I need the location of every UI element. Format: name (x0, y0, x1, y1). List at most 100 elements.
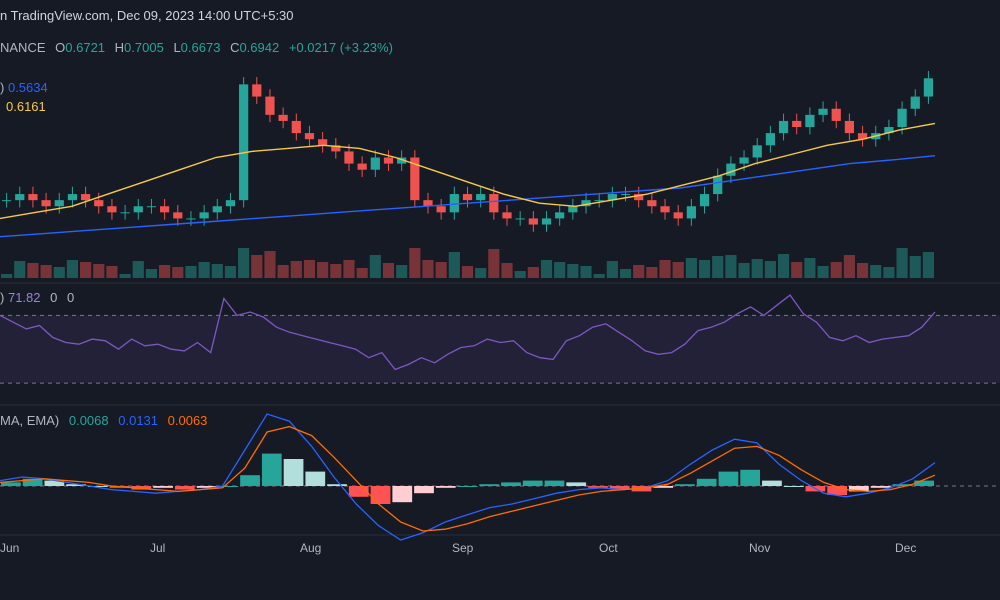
time-axis[interactable]: Jun Jul Aug Sep Oct Nov Dec (0, 541, 916, 555)
macd-histogram-bar (522, 480, 543, 486)
candle-body (581, 200, 591, 207)
volume-bar (14, 261, 26, 278)
candle-body (831, 108, 841, 121)
volume-bar (382, 263, 395, 278)
candle-body (67, 194, 78, 201)
candle-body (278, 114, 288, 121)
low-label: L (173, 40, 181, 55)
volume-bar (369, 255, 381, 278)
volume-bar (145, 269, 158, 278)
volume-bar (751, 259, 763, 278)
macd-hist-value: 0.0068 (68, 413, 109, 428)
candle-body (857, 133, 868, 140)
candle-body (304, 133, 315, 140)
volume-bar (593, 274, 605, 278)
ma-fast-value: 0.6161 (6, 99, 46, 114)
candle-body (844, 120, 855, 134)
candle-body (673, 212, 683, 219)
volume-bar (185, 266, 197, 278)
candle-body (476, 194, 486, 201)
macd-histogram-bar (544, 480, 565, 486)
candle-body (449, 194, 459, 213)
candle-body (805, 114, 815, 128)
volume-bar (396, 265, 408, 278)
volume-bar (619, 269, 632, 278)
candle-body (555, 212, 565, 219)
volume-bar (66, 260, 79, 278)
candle-body (265, 96, 275, 115)
rsi-extra-2: 0 (67, 290, 75, 305)
candle-body (80, 194, 91, 201)
candle-body (160, 206, 170, 213)
candle-body (620, 194, 631, 196)
volume-bar (409, 248, 421, 278)
volume-bar (224, 266, 237, 278)
candle-body (699, 194, 710, 207)
rsi-band (0, 315, 1000, 384)
high-value: 0.7005 (124, 40, 164, 55)
macd-histogram-bar (348, 486, 369, 497)
volume-bar (53, 267, 65, 278)
candle-body (54, 200, 64, 207)
macd-histogram-bar (414, 486, 434, 494)
macd-histogram-bar (392, 486, 413, 503)
macd-histogram-bar (827, 486, 848, 495)
volume-bar (817, 266, 829, 278)
volume-bar (646, 267, 658, 278)
macd-signal-value: 0.0063 (167, 413, 208, 428)
volume-bar (488, 249, 500, 278)
volume-bar (725, 255, 737, 278)
volume-bar (659, 260, 671, 278)
volume-bar (712, 256, 724, 278)
candle-body (107, 206, 117, 213)
volume-bar (448, 252, 460, 278)
volume-bar (356, 268, 368, 278)
volume-bar (317, 262, 329, 278)
candle-body (423, 200, 433, 207)
volume-bar (330, 264, 342, 278)
volume-bar (159, 265, 171, 278)
candle-body (634, 194, 644, 201)
macd-pane[interactable] (0, 413, 1000, 541)
macd-histogram-bar (174, 486, 195, 490)
candle-body (291, 120, 301, 134)
price-pane[interactable] (0, 70, 936, 278)
candle-body (212, 206, 222, 213)
candle-body (133, 206, 143, 213)
candle-body (502, 212, 512, 219)
macd-histogram-bar (849, 486, 869, 492)
volume-bar (856, 263, 869, 278)
rsi-pane[interactable] (0, 294, 1000, 384)
rsi-value: 71.82 (7, 290, 41, 305)
macd-prefix: MA, EMA) (0, 413, 60, 428)
volume-bar (198, 262, 210, 278)
volume-bar (119, 274, 131, 278)
volume-bar (40, 265, 52, 278)
candle-body (146, 206, 157, 208)
source-text: n TradingView.com, Dec 09, 2023 14:00 UT… (0, 8, 294, 23)
ma-slow-value: 0.5634 (7, 80, 48, 95)
macd-line-value: 0.0131 (118, 413, 159, 428)
volume-bar (804, 258, 816, 278)
volume-bar (461, 266, 474, 278)
volume-bar (238, 248, 250, 278)
volume-bar (909, 256, 921, 278)
candle-body (541, 218, 552, 225)
macd-histogram-bar (718, 471, 739, 486)
time-tick-label: Jun (0, 541, 19, 555)
candle-body (568, 206, 578, 213)
volume-bar (685, 258, 697, 278)
time-tick-label: Sep (452, 541, 474, 555)
volume-bar (830, 262, 842, 278)
close-value: 0.6942 (239, 40, 280, 55)
candle-body (884, 127, 894, 134)
chart-source-header: n TradingView.com, Dec 09, 2023 14:00 UT… (0, 8, 294, 23)
open-label: O (55, 40, 66, 55)
low-value: 0.6673 (180, 40, 221, 55)
volume-bar (27, 263, 39, 278)
candle-body (647, 200, 657, 207)
ohlc-legend: NANCE O0.6721 H0.7005 L0.6673 C0.6942 +0… (0, 40, 393, 55)
rsi-line (0, 294, 936, 371)
